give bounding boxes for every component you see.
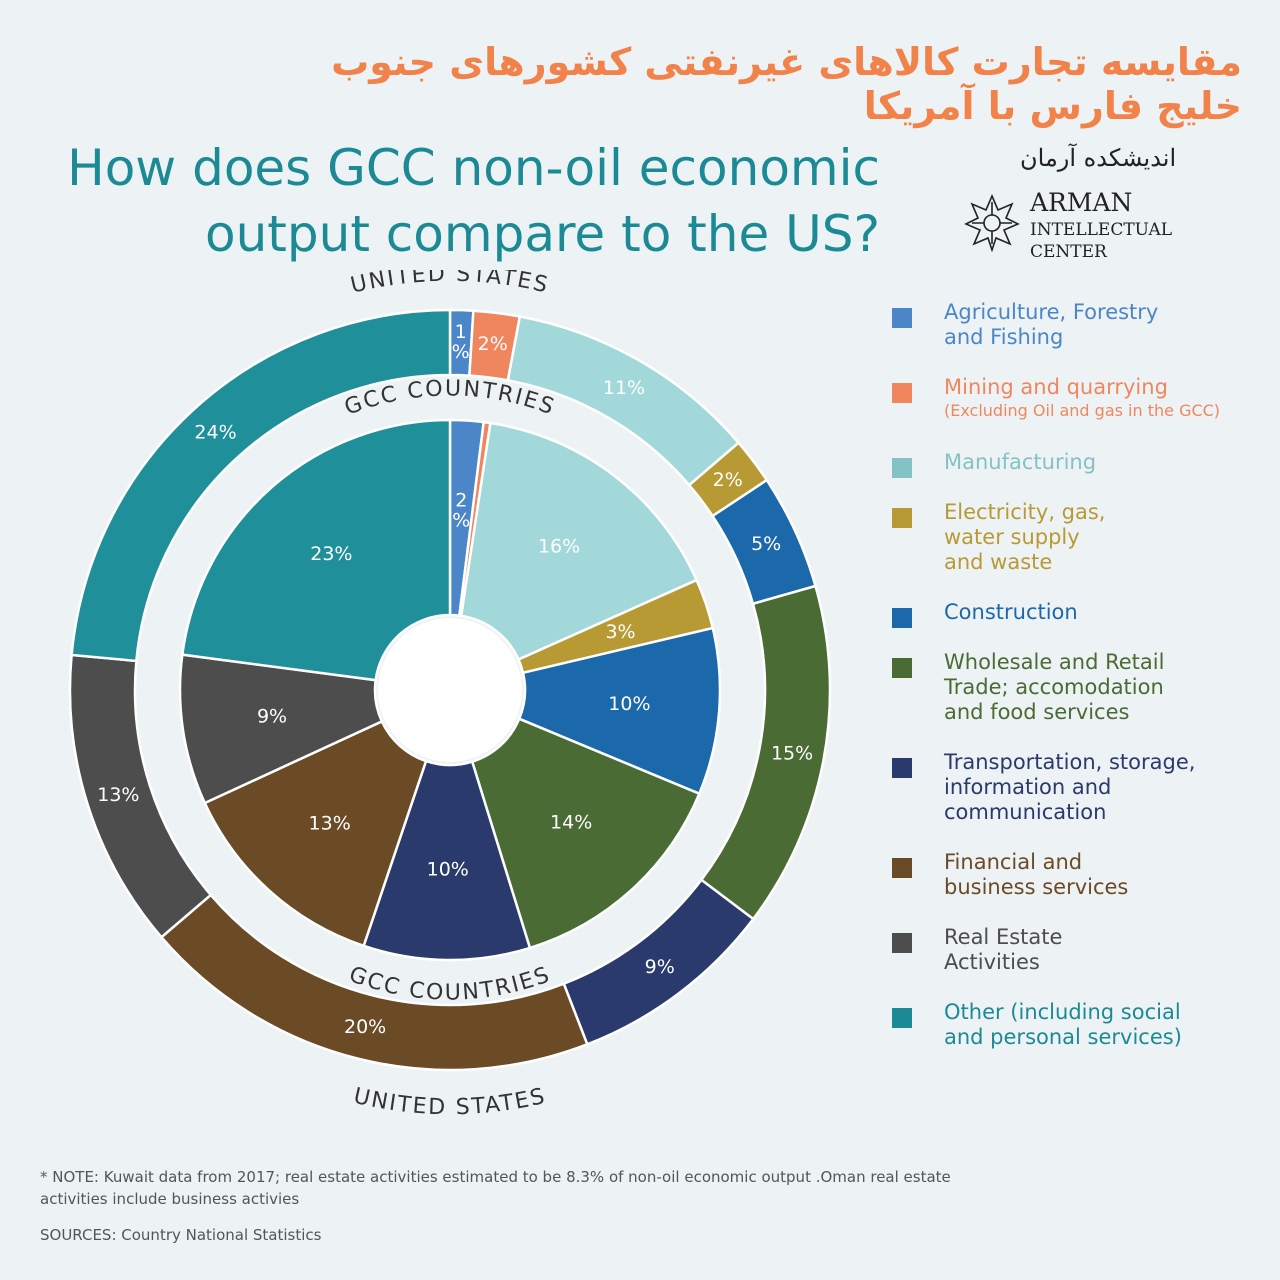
gcc-slice-5 xyxy=(517,626,722,796)
us-label-2: 2% xyxy=(478,333,508,355)
us-label-8: 20% xyxy=(344,1016,386,1038)
chart-title: How does GCC non-oil economic output com… xyxy=(14,135,880,267)
outer-ring-us xyxy=(68,308,832,1072)
legend-label-text: Transportation, storage, information and… xyxy=(944,750,1196,824)
legend-label: Other (including social and personal ser… xyxy=(944,1000,1182,1050)
gcc-label-8: 13% xyxy=(309,812,351,834)
legend-label-text: Agriculture, Forestry and Fishing xyxy=(944,300,1159,349)
gcc-label-3: 16% xyxy=(538,535,580,557)
logo-text-intellectual: INTELLECTUAL xyxy=(1030,220,1173,240)
legend-label-text: Real Estate Activities xyxy=(944,925,1063,974)
percent-labels: 1% 2% 11% 2% 5% 15% 9% 20% 13% 24% 2 % 16% 3% 10% 14% 10… xyxy=(97,321,813,1038)
legend-label-text: Manufacturing xyxy=(944,450,1097,474)
inner-ring-gcc xyxy=(178,418,722,962)
us-label-9: 13% xyxy=(97,784,139,806)
legend-swatch xyxy=(892,1008,912,1028)
gcc-slice-6 xyxy=(470,717,701,950)
logo-text-center: CENTER xyxy=(1030,242,1107,262)
legend-label: Agriculture, Forestry and Fishing xyxy=(944,300,1158,350)
legend-label-text: Other (including social and personal ser… xyxy=(944,1000,1182,1049)
persian-title: مقایسه تجارت کالاهای غیرنفتی کشورهای جنو… xyxy=(331,40,1242,128)
legend-swatch xyxy=(892,608,912,628)
legend-label-text: Electricity, gas, water supply and waste xyxy=(944,500,1106,574)
gcc-label-4: 3% xyxy=(605,621,635,643)
gcc-slice-9 xyxy=(178,653,384,805)
legend-swatch xyxy=(892,308,912,328)
gcc-label-10: 23% xyxy=(310,543,352,565)
us-label-6: 15% xyxy=(771,742,813,764)
arman-logo: اندیشکده آرمان ARMAN INTELLECTUAL CENTER xyxy=(958,140,1198,270)
gcc-slice-8 xyxy=(203,719,428,948)
gcc-slice-10 xyxy=(180,418,452,682)
chart-title-line-2: output compare to the US? xyxy=(205,205,880,263)
legend-label: Real Estate Activities xyxy=(944,925,1062,975)
us-label-3: 11% xyxy=(603,377,645,399)
legend-swatch xyxy=(892,858,912,878)
legend-label: Transportation, storage, information and… xyxy=(944,750,1195,825)
legend-label: Mining and quarrying (Excluding Oil and g… xyxy=(944,375,1220,422)
gcc-label-7: 10% xyxy=(427,858,469,880)
logo-text-arman: ARMAN xyxy=(1030,188,1133,217)
us-label-5: 5% xyxy=(751,533,781,555)
us-label-7: 9% xyxy=(645,956,675,978)
legend-label-text: Financial and business services xyxy=(944,850,1129,899)
gcc-label-1: 2% xyxy=(452,489,470,531)
ring-label-outer-top: UNITED STATES xyxy=(348,270,551,299)
legend-label-subtext: (Excluding Oil and gas in the GCC) xyxy=(944,401,1221,420)
legend-label: Construction xyxy=(944,600,1078,625)
footnote: * NOTE: Kuwait data from 2017; real esta… xyxy=(40,1168,951,1208)
ring-label-outer-bottom: UNITED STATES xyxy=(351,1084,549,1121)
us-label-10: 24% xyxy=(194,421,236,443)
legend-swatch xyxy=(892,933,912,953)
gcc-label-6: 14% xyxy=(550,812,592,834)
flower-logo-icon xyxy=(964,193,1020,252)
us-label-4: 2% xyxy=(713,469,743,491)
legend-label: Financial and business services xyxy=(944,850,1128,900)
legend-label: Electricity, gas, water supply and waste xyxy=(944,500,1105,575)
us-slice-10 xyxy=(70,308,452,663)
legend-label-text: Mining and quarrying xyxy=(944,375,1168,399)
legend-label-text: Construction xyxy=(944,600,1078,624)
legend-swatch xyxy=(892,758,912,778)
chart-title-line-1: How does GCC non-oil economic xyxy=(67,139,880,197)
legend-label-text: Wholesale and Retail Trade; accomodation… xyxy=(944,650,1165,724)
sources: SOURCES: Country National Statistics xyxy=(40,1226,322,1244)
legend-label: Manufacturing xyxy=(944,450,1096,475)
legend-swatch xyxy=(892,658,912,678)
donut-chart: 1% 2% 11% 2% 5% 15% 9% 20% 13% 24% 2 % 16% 3% 10% 14% 10… xyxy=(68,270,832,1121)
legend-swatch xyxy=(892,458,912,478)
legend-swatch xyxy=(892,508,912,528)
us-label-1: 1% xyxy=(452,321,470,363)
donut-center-hole xyxy=(378,618,522,762)
gcc-label-9: 9% xyxy=(257,705,287,727)
legend-label: Wholesale and Retail Trade; accomodation… xyxy=(944,650,1164,725)
logo-persian-text: اندیشکده آرمان xyxy=(1020,144,1177,172)
gcc-slice-7 xyxy=(362,759,532,962)
gcc-slice-3 xyxy=(459,421,699,662)
legend-swatch xyxy=(892,383,912,403)
gcc-label-5: 10% xyxy=(608,693,650,715)
